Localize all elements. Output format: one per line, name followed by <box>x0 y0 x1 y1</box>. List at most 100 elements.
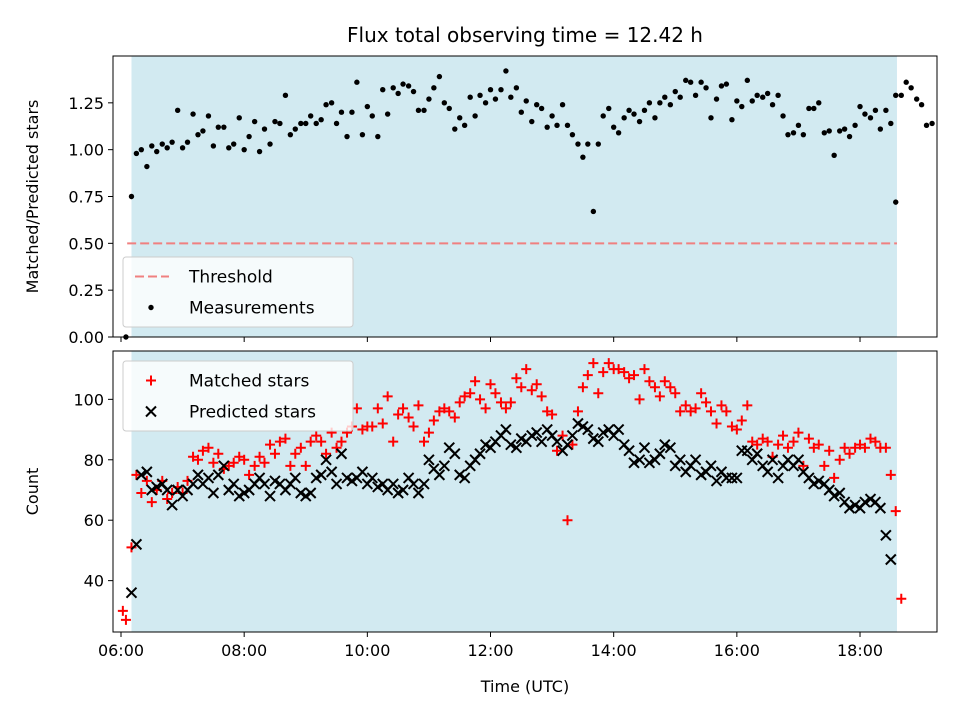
measurement-point <box>487 87 494 93</box>
measurement-point <box>554 122 560 129</box>
predicted-star-point <box>843 502 856 514</box>
predicted-star-point <box>741 445 754 457</box>
matched-star-point <box>526 385 537 396</box>
measurement-point <box>908 85 914 91</box>
matched-star-point <box>536 391 547 402</box>
matched-star-point <box>680 400 691 411</box>
x-tick-label: 14:00 <box>591 641 637 660</box>
measurement-point <box>375 133 381 140</box>
legend-box <box>122 360 354 432</box>
matched-star-point <box>742 400 753 411</box>
measurement-point <box>200 128 206 134</box>
measurement-point <box>349 109 355 115</box>
measurement-point <box>384 111 391 117</box>
measurement-point <box>575 141 581 147</box>
matched-star-point <box>813 439 824 450</box>
predicted-star-point <box>433 469 446 481</box>
measurement-point <box>857 103 863 110</box>
matched-star-point <box>665 382 676 393</box>
y-tick-label: 60 <box>84 511 104 530</box>
measurement-point <box>606 105 612 112</box>
predicted-star-point <box>792 454 805 466</box>
measurement-point <box>256 148 263 155</box>
measurement-point <box>760 94 766 100</box>
matched-star-point <box>131 469 142 480</box>
predicted-star-point <box>192 469 204 481</box>
predicted-star-point <box>166 499 178 511</box>
x-tick-label: 18:00 <box>837 641 883 660</box>
legend: Threshold Measurements <box>122 256 354 328</box>
measurement-point <box>877 126 884 132</box>
predicted-star-point <box>551 435 563 448</box>
matched-star-point <box>475 394 486 405</box>
predicted-star-point <box>597 426 609 439</box>
measurement-point <box>811 105 817 112</box>
measurement-point <box>600 113 606 119</box>
x-tick-label: 08:00 <box>221 641 267 660</box>
predicted-star-point <box>510 441 523 454</box>
predicted-star-point <box>207 487 220 499</box>
predicted-star-point <box>612 423 625 436</box>
measurement-point <box>708 115 714 121</box>
x-tick-label: 10:00 <box>344 641 390 660</box>
legend-box <box>122 256 354 328</box>
measurement-point <box>734 98 740 104</box>
predicted-star-point <box>130 538 143 551</box>
measurement-point <box>631 111 637 117</box>
matched-star-point <box>752 439 763 450</box>
measurement-point <box>210 143 217 149</box>
y-tick-label: 0.25 <box>68 281 104 300</box>
measurement-point <box>298 120 304 127</box>
matched-star-point <box>300 460 311 471</box>
matched-star-point <box>634 394 645 405</box>
measurement-point <box>636 118 643 125</box>
matched-star-point <box>465 388 476 399</box>
measurement-point <box>621 115 627 121</box>
measurement-point <box>215 124 222 130</box>
measurement-point <box>410 88 417 95</box>
legend-matched-swatch <box>146 375 156 386</box>
measurement-point <box>241 146 247 153</box>
matched-star-point <box>829 472 840 483</box>
measurement-point <box>261 126 268 132</box>
measurement-point <box>492 96 499 102</box>
predicted-star-point <box>218 460 230 472</box>
measurement-point <box>477 92 483 99</box>
matched-star-point <box>454 397 465 408</box>
measurement-point <box>585 141 591 147</box>
measurement-point <box>221 124 227 130</box>
measurement-point <box>749 98 755 104</box>
measurement-point <box>626 107 632 114</box>
measurement-point <box>806 105 812 112</box>
predicted-star-point <box>397 484 409 496</box>
measurement-point <box>144 163 150 170</box>
matched-star-point <box>552 445 563 456</box>
measurement-point <box>831 152 837 158</box>
predicted-star-point <box>633 454 646 466</box>
predicted-star-point <box>659 438 671 451</box>
predicted-star-point <box>320 454 332 466</box>
x-tick-label: 12:00 <box>467 641 513 660</box>
matched-star-point <box>254 451 265 462</box>
predicted-star-point <box>880 529 892 542</box>
matched-star-point <box>880 442 891 453</box>
matched-star-point <box>377 418 388 429</box>
y-tick-label: 0.50 <box>68 234 104 253</box>
y-tick-label: 80 <box>84 451 104 470</box>
measurement-point <box>313 120 319 127</box>
matched-star-point <box>762 436 773 447</box>
matched-star-point <box>500 403 511 414</box>
matched-star-point <box>505 397 516 408</box>
measurement-point <box>457 115 463 121</box>
legend-label: Threshold <box>188 268 273 288</box>
matched-star-point <box>859 442 870 453</box>
predicted-star-point <box>407 478 420 490</box>
matched-star-point <box>547 409 558 420</box>
measurement-point <box>667 102 674 108</box>
matched-star-point <box>798 460 809 471</box>
matched-star-point <box>870 436 881 447</box>
predicted-star-point <box>412 487 425 499</box>
legend: Matched stars Predicted stars <box>122 360 354 432</box>
matched-star-point <box>705 406 716 417</box>
matched-star-point <box>305 436 316 447</box>
